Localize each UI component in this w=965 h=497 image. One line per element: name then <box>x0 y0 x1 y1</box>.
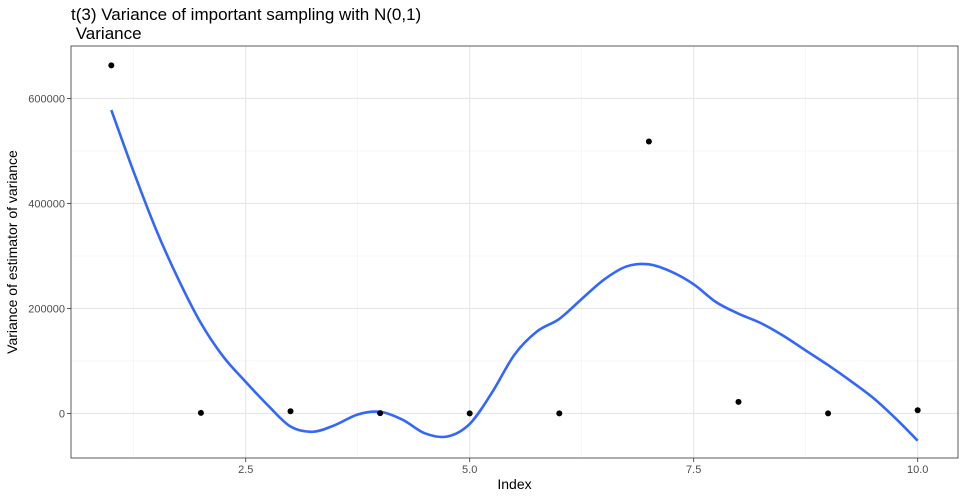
chart-subtitle: Variance <box>71 24 142 43</box>
data-point <box>556 410 563 417</box>
y-tick-label: 200000 <box>28 303 65 315</box>
data-point <box>377 410 384 417</box>
y-tick-label: 0 <box>59 408 65 420</box>
x-axis: 2.5 5.0 7.5 10.0 <box>238 458 928 476</box>
data-point <box>466 410 473 417</box>
points-layer <box>108 62 921 417</box>
data-point <box>825 410 832 417</box>
smooth-line-layer <box>110 109 919 442</box>
smooth-line <box>110 109 919 442</box>
x-axis-title: Index <box>497 476 531 492</box>
chart-title: t(3) Variance of important sampling with… <box>71 5 422 24</box>
plot-border <box>70 45 959 459</box>
plot-panel <box>71 46 958 458</box>
data-point <box>914 407 921 414</box>
data-point <box>287 408 294 415</box>
x-tick-label: 5.0 <box>462 464 477 476</box>
y-axis-title: Variance of estimator of variance <box>4 150 20 354</box>
major-gridlines <box>71 46 958 458</box>
data-point <box>197 409 204 416</box>
data-point <box>108 62 115 69</box>
y-tick-label: 600000 <box>28 93 65 105</box>
x-tick-label: 10.0 <box>907 464 928 476</box>
chart-title-block: t(3) Variance of important sampling with… <box>71 5 421 43</box>
data-point <box>735 398 742 405</box>
y-tick-label: 400000 <box>28 198 65 210</box>
x-tick-label: 7.5 <box>686 464 701 476</box>
x-tick-label: 2.5 <box>238 464 253 476</box>
minor-gridlines <box>71 46 958 458</box>
data-point <box>645 138 652 145</box>
y-axis: 0 200000 400000 600000 <box>28 93 71 420</box>
